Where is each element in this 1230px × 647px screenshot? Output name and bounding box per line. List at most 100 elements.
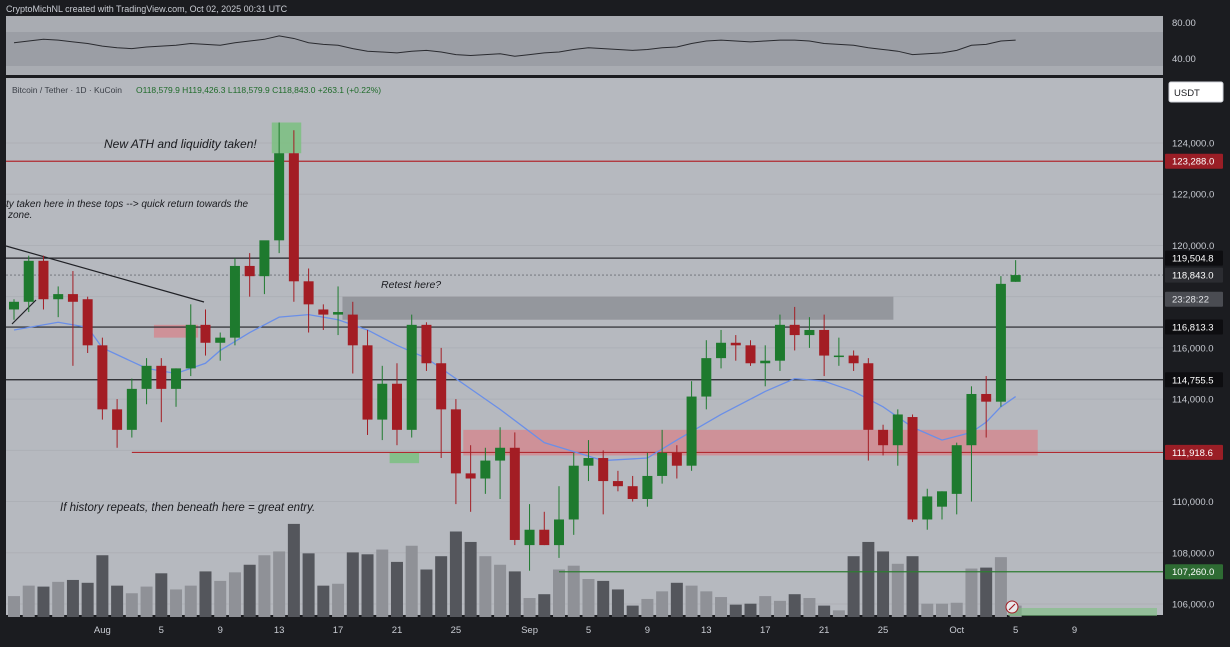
time-tick-7: Sep xyxy=(521,625,538,636)
candle-2 xyxy=(38,255,49,310)
candle-28 xyxy=(421,322,432,371)
volume-bar-24 xyxy=(361,554,374,617)
volume-bar-21 xyxy=(317,585,330,617)
volume-bar-40 xyxy=(597,580,610,617)
candle-body-7 xyxy=(112,409,123,430)
legend-symbol: Bitcoin / Tether · 1D · KuCoin xyxy=(12,85,122,95)
volume-bar-16 xyxy=(243,564,256,617)
candle-35 xyxy=(524,504,535,571)
volume-bar-45 xyxy=(670,582,683,617)
candle-body-4 xyxy=(67,294,78,302)
candle-44 xyxy=(657,429,668,484)
time-tick-4: 17 xyxy=(333,625,344,636)
volume-bar-15 xyxy=(228,572,241,617)
volume-bar-60 xyxy=(891,563,904,617)
candle-body-33 xyxy=(495,447,506,461)
candle-body-20 xyxy=(303,281,314,305)
volume-bar-12 xyxy=(184,585,197,617)
candle-1 xyxy=(23,255,34,313)
price-label-text-2: 118,843.0 xyxy=(1172,271,1214,282)
price-label-1: 119,504.8 xyxy=(1165,250,1223,266)
volume-bar-7 xyxy=(111,585,124,617)
volume-bar-67 xyxy=(994,557,1007,617)
candle-body-26 xyxy=(391,383,402,430)
volume-bar-44 xyxy=(656,591,669,617)
annotation-retest: Retest here? xyxy=(381,279,441,291)
candle-body-24 xyxy=(362,345,373,420)
volume-bar-43 xyxy=(641,598,654,617)
candle-body-21 xyxy=(318,309,329,315)
candle-body-25 xyxy=(377,383,388,420)
candle-16 xyxy=(244,253,255,297)
volume-bar-36 xyxy=(538,594,551,617)
volume-bar-57 xyxy=(847,556,860,617)
volume-bar-52 xyxy=(773,600,786,617)
candle-24 xyxy=(362,329,373,435)
price-label-text-0: 123,288.0 xyxy=(1172,157,1214,168)
price-label-7: 107,260.0 xyxy=(1165,564,1223,580)
price-label-text-6: 111,918.6 xyxy=(1172,448,1213,459)
time-tick-15: 5 xyxy=(1013,625,1018,636)
volume-bar-6 xyxy=(96,555,109,617)
price-tick-9: 124,000.0 xyxy=(1172,139,1214,150)
volume-bar-29 xyxy=(435,556,448,617)
volume-bar-41 xyxy=(611,589,624,617)
candle-68 xyxy=(1010,260,1021,282)
annotation-left-note-1: ty taken here in these tops --> quick re… xyxy=(6,199,249,210)
candle-49 xyxy=(730,335,741,361)
zone-0 xyxy=(342,296,894,320)
time-tick-1: 5 xyxy=(159,625,164,636)
candle-13 xyxy=(200,309,211,356)
candle-body-3 xyxy=(53,294,64,300)
candle-55 xyxy=(819,314,830,377)
volume-bar-11 xyxy=(170,589,183,617)
time-axis-bg xyxy=(6,617,1163,647)
candle-56 xyxy=(833,337,844,366)
price-label-4: 116,813.3 xyxy=(1165,319,1223,335)
price-label-text-7: 107,260.0 xyxy=(1172,567,1214,578)
time-tick-12: 21 xyxy=(819,625,830,636)
candle-body-36 xyxy=(539,529,550,546)
price-label-3: 23:28:22 xyxy=(1165,291,1223,307)
time-tick-5: 21 xyxy=(392,625,403,636)
candle-0 xyxy=(9,299,19,320)
price-label-bg-1 xyxy=(1165,250,1223,266)
candle-body-13 xyxy=(200,324,211,343)
candle-body-2 xyxy=(38,260,49,300)
annotation-ath: New ATH and liquidity taken! xyxy=(104,137,257,151)
candle-22 xyxy=(333,286,344,336)
price-label-bg-2 xyxy=(1165,267,1223,283)
time-tick-13: 25 xyxy=(878,625,889,636)
price-tick-8: 122,000.0 xyxy=(1172,190,1214,201)
volume-bar-3 xyxy=(52,581,65,617)
volume-bar-32 xyxy=(479,556,492,617)
candle-body-54 xyxy=(804,329,815,336)
volume-bar-8 xyxy=(125,593,138,617)
time-tick-14: Oct xyxy=(949,625,964,636)
currency-badge[interactable] xyxy=(1168,81,1224,103)
candle-65 xyxy=(966,386,977,502)
candle-body-19 xyxy=(288,153,299,282)
candle-45 xyxy=(671,445,682,479)
volume-bar-38 xyxy=(567,565,580,617)
candle-52 xyxy=(774,314,785,371)
time-tick-8: 5 xyxy=(586,625,591,636)
candle-body-55 xyxy=(819,329,830,356)
time-tick-3: 13 xyxy=(274,625,285,636)
candle-29 xyxy=(436,347,447,459)
zones-layer xyxy=(153,122,1038,464)
volume-bar-59 xyxy=(877,551,890,617)
price-label-bg-4 xyxy=(1165,319,1223,335)
candle-39 xyxy=(583,440,594,482)
time-tick-9: 9 xyxy=(645,625,650,636)
volume-bar-0 xyxy=(8,596,20,617)
candle-body-59 xyxy=(878,429,889,446)
candle-38 xyxy=(568,452,579,535)
candle-48 xyxy=(716,329,727,369)
rsi-axis-bg xyxy=(1163,16,1230,75)
volume-bar-46 xyxy=(685,585,698,617)
volume-bar-28 xyxy=(420,569,433,617)
candle-30 xyxy=(450,399,461,505)
volume-bar-1 xyxy=(22,585,35,617)
